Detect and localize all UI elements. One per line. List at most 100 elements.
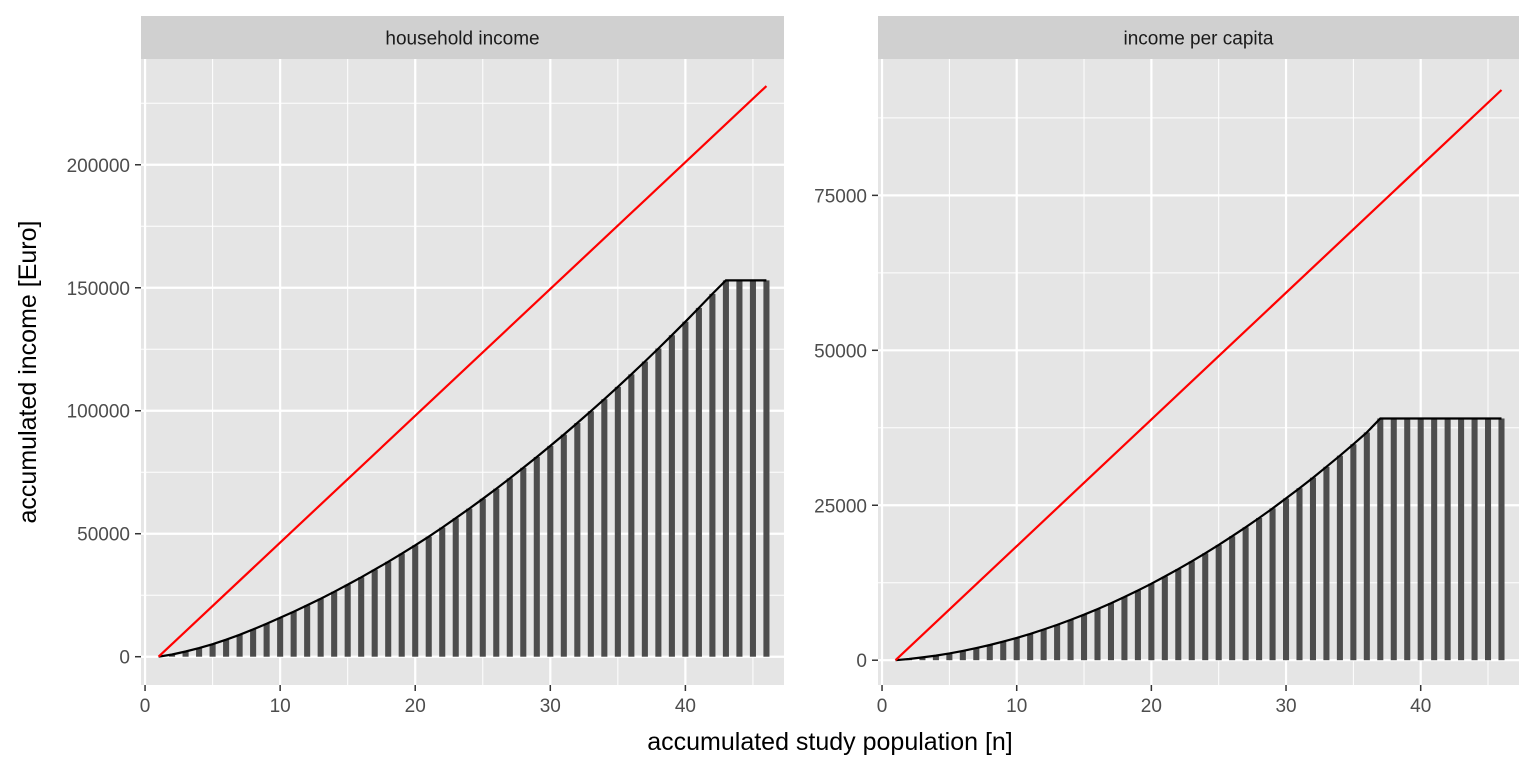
bar: [628, 374, 635, 657]
y-tick-label: 200000: [67, 156, 130, 177]
x-tick-label: 10: [270, 696, 291, 717]
bar: [1081, 614, 1088, 661]
cumulative-income-line: [158, 279, 767, 658]
bar: [641, 361, 648, 657]
facet-strip: [878, 16, 1519, 59]
bar: [560, 434, 567, 657]
bar: [317, 598, 324, 657]
y-axis-title: accumulated income [Euro]: [14, 221, 42, 524]
panel-background: [878, 59, 1519, 685]
bar: [1323, 466, 1330, 661]
bar: [695, 307, 702, 657]
bar: [1498, 418, 1505, 661]
bar: [1134, 590, 1141, 661]
bar: [1283, 498, 1290, 661]
x-tick-label: 30: [540, 696, 561, 717]
facet-strip-label: household income: [385, 29, 539, 50]
bar: [601, 399, 608, 657]
y-tick-label: 0: [119, 648, 130, 669]
bar: [655, 348, 662, 657]
bar: [1067, 619, 1074, 661]
y-tick-label: 50000: [814, 341, 867, 362]
bar: [304, 605, 311, 657]
bar: [425, 536, 432, 657]
bar: [1484, 418, 1492, 661]
x-tick-label: 10: [1006, 696, 1027, 717]
panels-layer: household income 0 10 20 30 40 0 50000 100000 150…: [67, 16, 1519, 717]
x-tick-label: 0: [877, 696, 888, 717]
x-tick-label: 20: [405, 696, 426, 717]
bar: [614, 386, 621, 657]
bar: [398, 553, 405, 657]
bar: [1296, 488, 1303, 661]
bar: [385, 561, 392, 657]
bar: [1256, 517, 1263, 661]
cumulative-income-line: [895, 417, 1502, 662]
bar: [763, 280, 770, 657]
bar: [668, 335, 675, 657]
bar: [466, 508, 473, 657]
y-tick-label: 150000: [67, 279, 130, 300]
bar: [236, 634, 243, 657]
bar: [1458, 418, 1465, 661]
bar: [574, 423, 581, 657]
y-tick-label: 100000: [67, 402, 130, 423]
bar: [250, 629, 257, 657]
bar: [223, 639, 230, 657]
bar: [1417, 418, 1424, 661]
bar: [1040, 629, 1047, 661]
bar: [1363, 432, 1370, 661]
x-axis-title: accumulated study population [n]: [647, 728, 1013, 756]
bar: [1148, 583, 1155, 661]
bar: [736, 280, 743, 657]
bar: [209, 644, 216, 657]
x-tick-label: 30: [1275, 696, 1296, 717]
bar: [1054, 624, 1061, 661]
facet-strip-label: income per capita: [1124, 29, 1274, 50]
bar: [1013, 637, 1020, 661]
bar: [587, 411, 594, 657]
bar: [722, 280, 729, 657]
facet-panel-2: income per capita 0 10 20 30 40 0 25000 50000 750…: [814, 16, 1519, 717]
bar: [344, 584, 351, 657]
bar: [277, 617, 284, 657]
y-tick-label: 75000: [814, 186, 867, 207]
bar: [1431, 418, 1438, 661]
bar: [1107, 603, 1114, 661]
bar: [709, 293, 716, 657]
bar: [1175, 569, 1182, 661]
equality-line: [157, 85, 768, 658]
x-tick-label: 40: [1410, 696, 1431, 717]
bar: [331, 591, 338, 657]
bar: [1309, 477, 1316, 661]
facet-strip: [141, 16, 784, 59]
bar: [479, 498, 486, 657]
y-tick-label: 25000: [814, 496, 867, 517]
bar: [547, 445, 554, 657]
bar: [1094, 609, 1101, 661]
bar: [1188, 561, 1195, 661]
bar: [358, 577, 365, 657]
bar: [1161, 576, 1168, 661]
bar: [1377, 418, 1384, 661]
bar: [1242, 527, 1249, 661]
bar: [1202, 553, 1209, 661]
bar: [1336, 455, 1343, 661]
equality-line: [894, 89, 1503, 662]
bar: [1269, 508, 1276, 661]
bar: [452, 518, 459, 657]
bar: [749, 280, 756, 657]
bar: [986, 645, 993, 661]
bar: [263, 623, 270, 657]
bar: [493, 488, 500, 657]
bar: [932, 655, 939, 661]
bar: [959, 650, 966, 661]
bar: [682, 321, 689, 657]
bar: [1000, 641, 1007, 661]
y-tick-label: 0: [856, 651, 867, 672]
bar: [1229, 536, 1236, 661]
bar: [1121, 596, 1128, 661]
bar: [196, 648, 203, 657]
bar: [1404, 418, 1411, 661]
